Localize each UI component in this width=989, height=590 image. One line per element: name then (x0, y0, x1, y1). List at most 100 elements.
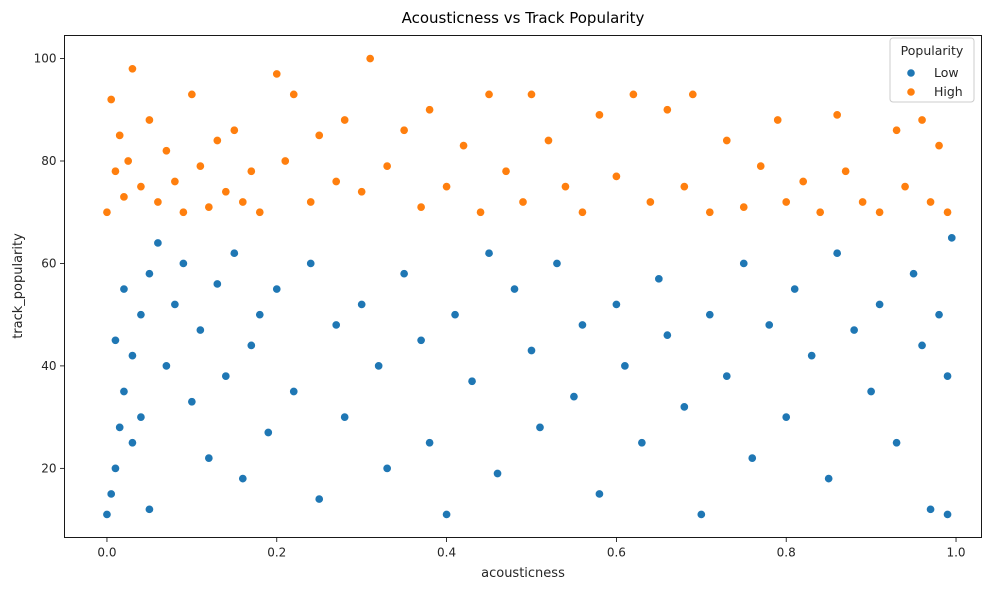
point-low-62 (764, 320, 774, 330)
point-high-64 (892, 125, 902, 135)
point-high-63 (875, 207, 885, 217)
point-low-23 (238, 474, 248, 484)
point-high-52 (705, 207, 715, 217)
point-low-44 (509, 284, 520, 294)
point-low-12 (136, 412, 146, 422)
point-low-46 (535, 422, 545, 432)
point-high-36 (459, 141, 469, 151)
point-high-53 (722, 135, 732, 146)
point-low-22 (229, 248, 239, 258)
point-low-31 (331, 320, 341, 330)
point-low-25 (255, 310, 265, 320)
point-high-4 (119, 192, 129, 202)
point-low-77 (947, 233, 957, 243)
point-low-71 (892, 438, 902, 448)
point-low-16 (178, 258, 188, 268)
point-low-38 (425, 438, 435, 448)
point-high-17 (221, 187, 231, 197)
point-low-1 (106, 489, 116, 499)
point-high-57 (781, 197, 791, 207)
point-low-52 (620, 361, 630, 371)
point-high-18 (229, 125, 239, 135)
y-axis-label: track_popularity (11, 233, 26, 339)
point-low-29 (306, 258, 316, 268)
point-high-56 (773, 115, 783, 125)
point-low-54 (654, 274, 664, 284)
y-axis: 20 40 60 80 100 (34, 52, 65, 475)
point-high-48 (645, 197, 655, 207)
point-high-30 (365, 53, 375, 64)
point-low-65 (807, 351, 817, 361)
point-high-14 (195, 161, 205, 171)
point-high-58 (798, 176, 808, 187)
point-high-34 (425, 105, 435, 115)
point-high-61 (841, 166, 851, 176)
plot-frame (64, 35, 982, 538)
point-low-11 (127, 438, 137, 448)
point-high-43 (560, 182, 570, 192)
chart-title: Acousticness vs Track Popularity (402, 9, 645, 27)
point-high-0 (102, 207, 112, 217)
point-high-39 (501, 166, 511, 176)
point-low-5 (127, 351, 137, 361)
point-high-16 (212, 135, 222, 146)
x-tick-label: 0.6 (607, 546, 626, 560)
x-tick-label: 0.8 (777, 546, 796, 560)
point-low-19 (204, 453, 214, 463)
point-high-10 (161, 146, 171, 156)
point-high-29 (357, 187, 367, 197)
point-low-15 (170, 299, 180, 309)
x-axis: 0.0 0.2 0.4 0.6 0.8 1.0 (97, 537, 966, 560)
point-high-27 (331, 176, 341, 187)
point-high-37 (475, 207, 486, 217)
legend: Popularity Low High (889, 37, 975, 103)
point-high-19 (238, 197, 248, 207)
point-high-22 (272, 69, 282, 79)
point-high-31 (382, 161, 392, 171)
point-low-64 (790, 284, 800, 294)
x-tick-label: 1.0 (946, 546, 965, 560)
point-low-58 (705, 310, 715, 320)
point-low-21 (221, 371, 231, 381)
point-high-47 (628, 89, 638, 99)
point-low-57 (696, 509, 706, 519)
point-high-40 (518, 197, 528, 207)
point-high-9 (153, 197, 163, 207)
point-high-50 (679, 182, 689, 192)
x-tick-label: 0.0 (97, 546, 116, 560)
point-low-8 (153, 238, 163, 248)
plot-marks (102, 53, 957, 519)
x-tick-label: 0.2 (267, 546, 286, 560)
point-high-45 (594, 110, 604, 120)
point-high-41 (526, 89, 537, 99)
point-low-30 (314, 494, 324, 504)
point-high-26 (314, 130, 324, 140)
point-high-12 (178, 207, 188, 217)
point-low-3 (115, 422, 125, 432)
point-low-6 (136, 310, 146, 320)
point-high-55 (756, 161, 766, 171)
point-low-73 (917, 340, 927, 350)
point-low-33 (357, 299, 367, 309)
point-low-56 (679, 402, 689, 412)
point-low-18 (195, 325, 205, 335)
point-low-74 (926, 504, 936, 514)
point-low-35 (382, 463, 392, 473)
x-axis-label: acousticness (481, 566, 565, 581)
point-low-43 (492, 468, 503, 479)
y-tick-label: 60 (41, 256, 56, 270)
point-high-68 (934, 141, 944, 151)
point-low-70 (875, 299, 885, 309)
legend-label-high: High (934, 84, 963, 99)
point-low-61 (747, 453, 757, 463)
point-high-69 (942, 207, 953, 217)
point-high-49 (662, 105, 672, 115)
legend-title: Popularity (901, 43, 964, 58)
point-high-32 (399, 125, 409, 135)
point-low-50 (594, 489, 604, 499)
point-low-72 (909, 269, 919, 279)
point-low-27 (272, 284, 282, 294)
point-low-32 (340, 412, 350, 422)
point-high-65 (900, 182, 910, 192)
